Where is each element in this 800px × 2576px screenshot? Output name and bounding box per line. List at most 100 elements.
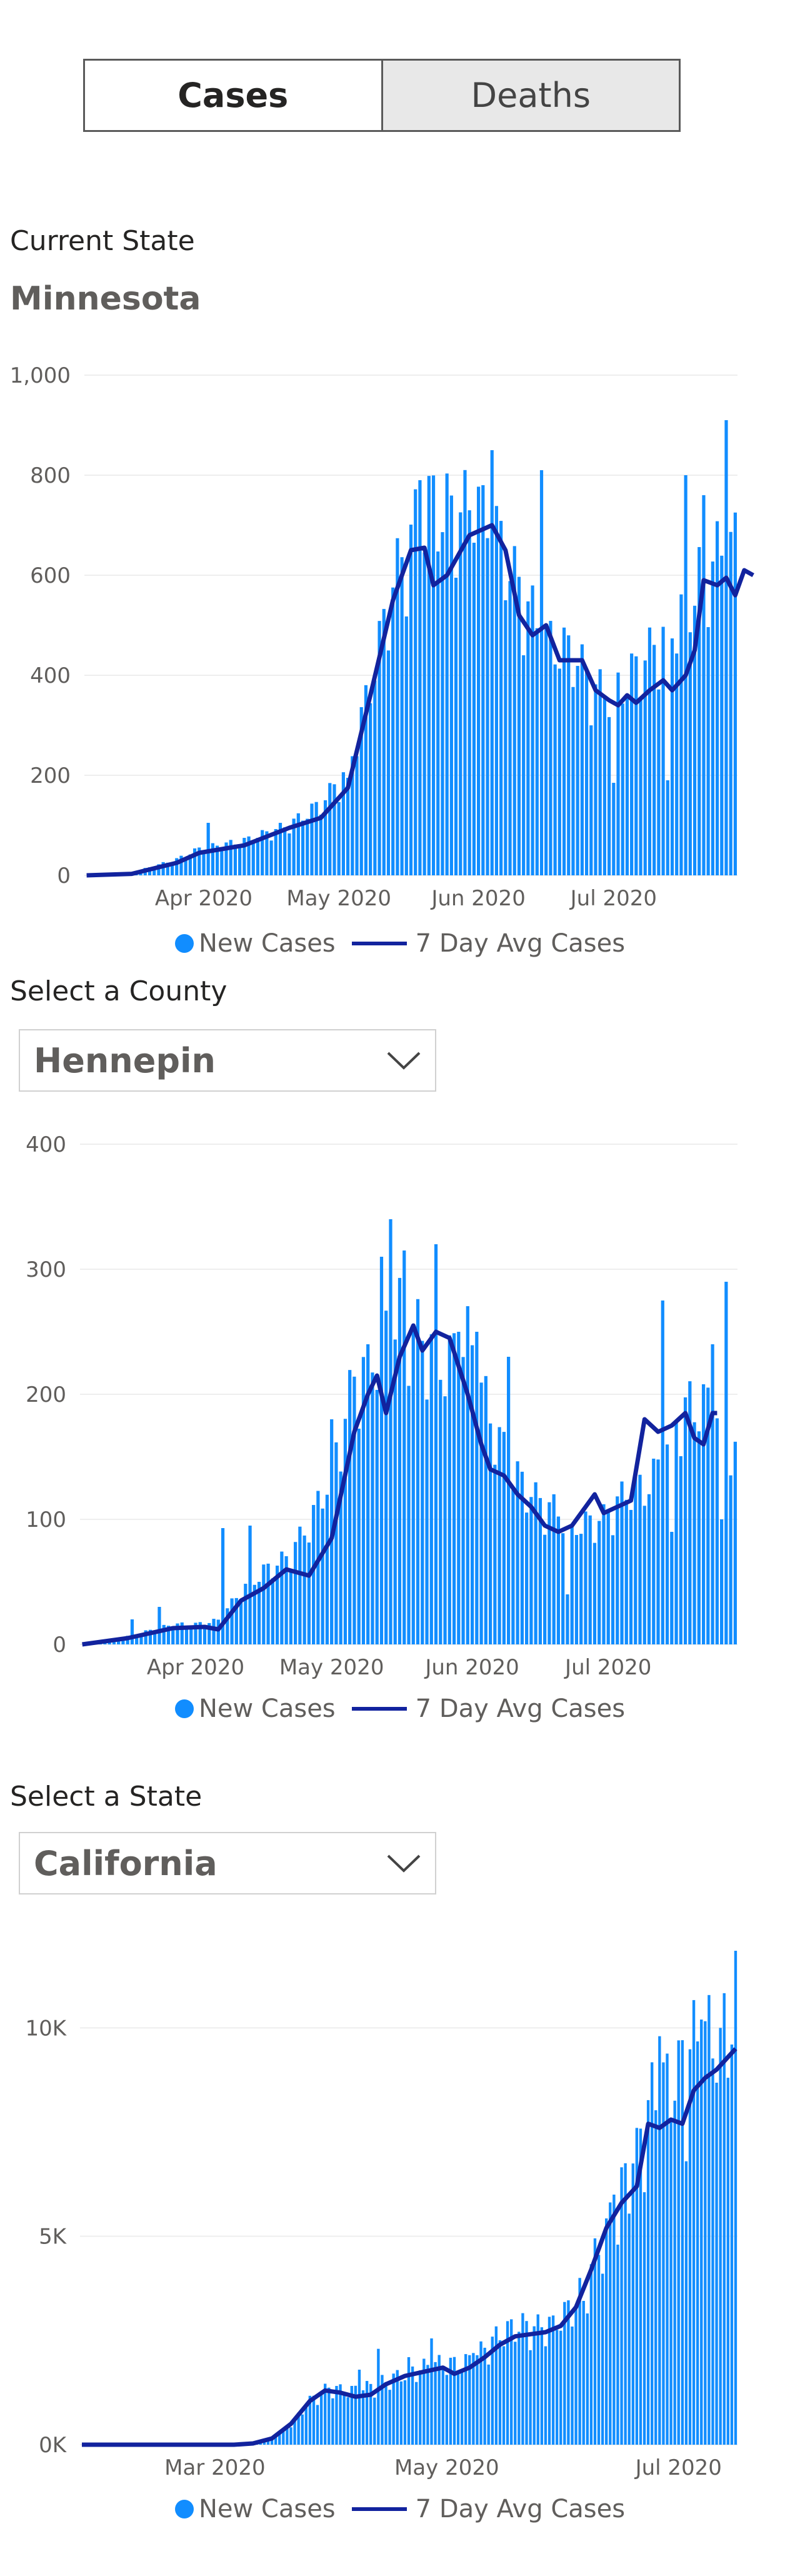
new-cases-bar [198, 1622, 202, 1644]
new-cases-bar [426, 2365, 429, 2445]
new-cases-bar [407, 2357, 411, 2445]
new-cases-bar [271, 1578, 274, 1644]
new-cases-bar [365, 2381, 369, 2445]
new-cases-bar [398, 1277, 402, 1644]
new-cases-bar [343, 1419, 348, 1644]
new-cases-bar [298, 1526, 302, 1644]
new-cases-bar [520, 1471, 524, 1644]
new-cases-bar [552, 1494, 556, 1644]
tab-cases[interactable]: Cases [85, 61, 381, 130]
new-cases-bar [715, 2083, 718, 2445]
x-tick-label: May 2020 [394, 2455, 499, 2480]
new-cases-bar [688, 1381, 692, 1644]
new-cases-bar [418, 480, 422, 875]
new-cases-bar [483, 2347, 486, 2445]
new-cases-bar [427, 476, 431, 875]
new-cases-bar [256, 838, 260, 875]
new-cases-bar [582, 2301, 585, 2445]
new-cases-bar [212, 1619, 216, 1644]
new-cases-bar [242, 838, 246, 875]
new-cases-bar [567, 635, 571, 875]
new-cases-bar [452, 2357, 456, 2445]
new-cases-bar [536, 2314, 539, 2445]
new-cases-bar [171, 1628, 175, 1644]
y-tick-label: 5K [39, 2225, 68, 2250]
new-cases-bar [538, 1497, 542, 1644]
new-cases-bar [310, 803, 314, 875]
new-cases-bar [248, 1526, 252, 1644]
new-cases-bar [407, 1386, 411, 1644]
new-cases-bar [429, 1334, 433, 1644]
new-cases-bar [283, 827, 287, 875]
new-cases-bar [658, 2036, 661, 2445]
new-cases-bar [704, 2021, 707, 2445]
new-cases-bar [449, 2357, 452, 2445]
new-cases-bar [616, 2245, 619, 2445]
new-cases-bar [598, 1521, 601, 1644]
new-cases-bar [555, 2330, 559, 2445]
new-cases-bar [606, 1512, 610, 1644]
new-cases-bar [386, 650, 391, 875]
new-cases-bar [652, 645, 656, 875]
new-cases-bar [352, 1376, 356, 1644]
new-cases-bar [580, 644, 584, 875]
new-cases-bar [518, 2332, 521, 2445]
x-tick-label: Jul 2020 [569, 886, 657, 911]
new-cases-bar [624, 1499, 628, 1644]
new-cases-bar [175, 858, 179, 875]
new-cases-bar [316, 2405, 319, 2445]
y-tick-label: 0 [52, 1633, 66, 1658]
new-cases-bar [130, 1619, 134, 1644]
avg-cases-line [82, 2047, 738, 2447]
new-cases-bar [549, 621, 552, 875]
new-cases-bar [584, 670, 589, 875]
y-tick-label: 600 [30, 563, 71, 588]
x-tick-label: Jul 2020 [564, 1655, 651, 1680]
new-cases-bar [498, 2340, 502, 2445]
y-tick-label: 0 [57, 863, 71, 888]
new-cases-bar [673, 2100, 676, 2445]
avg-cases-line [86, 523, 754, 878]
new-cases-bar [389, 1219, 392, 1644]
new-cases-bar [620, 1481, 624, 1644]
new-cases-bar [278, 823, 282, 875]
new-cases-bar [449, 495, 453, 875]
new-cases-bar [431, 475, 436, 875]
new-cases-bar [511, 1487, 515, 1644]
new-cases-bar [692, 1422, 696, 1644]
new-cases-bar [220, 850, 224, 875]
new-cases-bar [729, 531, 732, 875]
tab-deaths[interactable]: Deaths [381, 61, 679, 130]
new-cases-bar [504, 600, 508, 875]
new-cases-bar [454, 578, 458, 875]
new-cases-bar [274, 829, 278, 875]
state-dropdown[interactable]: California [19, 1832, 436, 1894]
new-cases-bar [688, 632, 692, 875]
new-cases-bar [706, 1387, 710, 1644]
new-cases-bar [698, 546, 701, 875]
new-cases-bar [297, 2412, 300, 2445]
legend-minnesota: New Cases 7 Day Avg Cases [0, 929, 800, 958]
new-cases-bar [720, 555, 724, 875]
new-cases-bar [354, 2385, 358, 2445]
county-dropdown[interactable]: Hennepin [19, 1029, 436, 1092]
new-cases-bar [657, 689, 661, 875]
new-cases-bar [304, 2407, 308, 2445]
new-cases-bar [544, 627, 548, 875]
new-cases-bar [161, 862, 165, 875]
new-cases-bar [476, 2355, 479, 2445]
new-cases-bar [609, 2202, 612, 2445]
new-cases-bar [468, 2355, 471, 2445]
new-cases-bar [280, 1551, 284, 1644]
new-cases-bar [403, 2380, 407, 2445]
new-cases-bar [361, 2390, 365, 2445]
y-tick-label: 400 [30, 663, 71, 688]
new-cases-bar [166, 1626, 171, 1644]
new-cases-bar [701, 1384, 706, 1644]
new-cases-bar [654, 2110, 658, 2445]
new-cases-bar [722, 1993, 726, 2445]
new-cases-bar [296, 813, 300, 875]
new-cases-bar [684, 2161, 688, 2445]
new-cases-bar [561, 1533, 565, 1644]
new-cases-bar [579, 1534, 583, 1644]
